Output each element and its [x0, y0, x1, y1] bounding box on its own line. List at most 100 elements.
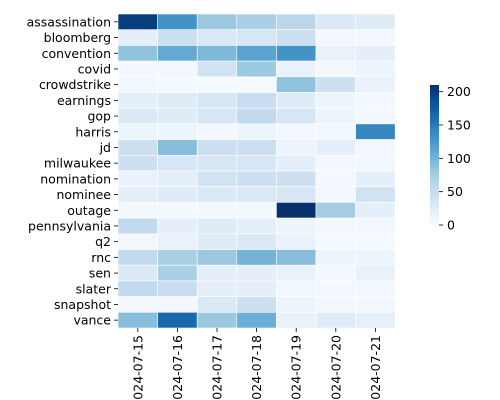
x-tick-label-2024-07-17: 2024-07-17	[210, 335, 225, 400]
heatmap-cell-milwaukee-2024-07-19	[276, 155, 317, 172]
heatmap-cell-bloomberg-2024-07-21	[355, 29, 396, 46]
heatmap-cell-assassination-2024-07-19	[276, 13, 317, 30]
heatmap-cell-nominee-2024-07-19	[276, 186, 317, 203]
heatmap-cell-outage-2024-07-20	[315, 202, 356, 219]
colorbar-tick-label-0: 0	[447, 218, 455, 233]
heatmap-cell-snapshot-2024-07-19	[276, 296, 317, 313]
y-tick-label-pennsylvania: pennsylvania	[28, 218, 111, 233]
x-tick-label-2024-07-21: 2024-07-21	[368, 335, 383, 400]
heatmap-cell-bloomberg-2024-07-18	[236, 29, 277, 46]
colorbar: 0 50 100 150 200	[430, 84, 471, 233]
heatmap-cell-gop-2024-07-15	[117, 107, 158, 125]
heatmap-cell-outage-2024-07-16	[157, 202, 198, 219]
heatmap-cell-convention-2024-07-18	[236, 45, 277, 62]
colorbar-gradient	[430, 85, 439, 225]
y-tick-label-snapshot: snapshot	[54, 297, 111, 312]
heatmap-cell-nominee-2024-07-16	[157, 186, 198, 203]
y-tick-label-gop: gop	[87, 109, 111, 124]
heatmap-cell-convention-2024-07-15	[117, 45, 158, 62]
heatmap-cell-snapshot-2024-07-18	[236, 296, 277, 313]
heatmap-cell-rnc-2024-07-15	[117, 249, 158, 266]
heatmap-cell-pennsylvania-2024-07-16	[157, 217, 198, 235]
heatmap-cell-earnings-2024-07-19	[276, 92, 317, 109]
heatmap-cell-rnc-2024-07-16	[157, 249, 198, 266]
heatmap-cell-sen-2024-07-17	[196, 264, 238, 282]
heatmap-cell-covid-2024-07-15	[117, 60, 158, 78]
heatmap-cell-crowdstrike-2024-07-21	[355, 76, 396, 93]
y-tick-label-nominee: nominee	[56, 187, 111, 202]
heatmap-cell-snapshot-2024-07-21	[355, 296, 396, 313]
heatmap-cell-crowdstrike-2024-07-15	[117, 76, 158, 93]
heatmap-cell-slater-2024-07-19	[276, 280, 317, 297]
heatmap-cell-rnc-2024-07-21	[355, 249, 396, 266]
heatmap-cells	[117, 13, 396, 329]
heatmap-cell-rnc-2024-07-20	[315, 249, 356, 266]
heatmap-cell-earnings-2024-07-20	[315, 92, 356, 109]
colorbar-tick-label-200: 200	[447, 84, 471, 99]
heatmap-cell-q2-2024-07-20	[315, 233, 356, 250]
heatmap-cell-nomination-2024-07-20	[315, 170, 356, 187]
heatmap-cell-jd-2024-07-16	[157, 139, 198, 156]
x-tick-label-2024-07-16: 2024-07-16	[170, 335, 185, 400]
heatmap-cell-slater-2024-07-17	[196, 280, 238, 297]
y-tick-label-vance: vance	[73, 313, 111, 328]
heatmap-cell-milwaukee-2024-07-18	[236, 155, 277, 172]
heatmap-cell-vance-2024-07-18	[236, 311, 277, 329]
heatmap-cell-covid-2024-07-19	[276, 60, 317, 78]
heatmap-cell-snapshot-2024-07-17	[196, 296, 238, 313]
heatmap-cell-covid-2024-07-21	[355, 60, 396, 78]
heatmap-cell-vance-2024-07-17	[196, 311, 238, 329]
x-tick-label-2024-07-20: 2024-07-20	[328, 335, 343, 400]
heatmap-cell-sen-2024-07-21	[355, 264, 396, 282]
heatmap-cell-bloomberg-2024-07-19	[276, 29, 317, 46]
heatmap-cell-nominee-2024-07-18	[236, 186, 277, 203]
heatmap-cell-convention-2024-07-17	[196, 45, 238, 62]
heatmap-cell-sen-2024-07-15	[117, 264, 158, 282]
colorbar-tick-label-50: 50	[447, 184, 463, 199]
x-tick-label-2024-07-19: 2024-07-19	[289, 335, 304, 400]
heatmap-cell-rnc-2024-07-18	[236, 249, 277, 266]
heatmap-cell-covid-2024-07-18	[236, 60, 277, 78]
heatmap-cell-assassination-2024-07-16	[157, 13, 198, 30]
heatmap-cell-harris-2024-07-17	[196, 123, 238, 140]
heatmap-cell-convention-2024-07-19	[276, 45, 317, 62]
heatmap-cell-pennsylvania-2024-07-17	[196, 217, 238, 235]
heatmap-cell-slater-2024-07-20	[315, 280, 356, 297]
heatmap-cell-vance-2024-07-19	[276, 311, 317, 329]
heatmap-cell-milwaukee-2024-07-15	[117, 155, 158, 172]
heatmap-cell-rnc-2024-07-19	[276, 249, 317, 266]
heatmap-cell-assassination-2024-07-20	[315, 13, 356, 30]
heatmap-cell-outage-2024-07-21	[355, 202, 396, 219]
heatmap-cell-pennsylvania-2024-07-21	[355, 217, 396, 235]
heatmap-cell-jd-2024-07-21	[355, 139, 396, 156]
y-tick-label-assassination: assassination	[27, 14, 111, 29]
heatmap-cell-milwaukee-2024-07-21	[355, 155, 396, 172]
heatmap-cell-slater-2024-07-18	[236, 280, 277, 297]
heatmap-cell-nominee-2024-07-17	[196, 186, 238, 203]
heatmap-cell-jd-2024-07-15	[117, 139, 158, 156]
heatmap-cell-snapshot-2024-07-16	[157, 296, 198, 313]
heatmap-cell-assassination-2024-07-17	[196, 13, 238, 30]
heatmap-cell-vance-2024-07-16	[157, 311, 198, 329]
heatmap-cell-crowdstrike-2024-07-17	[196, 76, 238, 93]
colorbar-tick-label-100: 100	[447, 151, 471, 166]
heatmap-cell-assassination-2024-07-15	[117, 13, 158, 30]
heatmap-cell-q2-2024-07-19	[276, 233, 317, 250]
heatmap-cell-crowdstrike-2024-07-19	[276, 76, 317, 93]
heatmap-cell-sen-2024-07-18	[236, 264, 277, 282]
y-tick-label-bloomberg: bloomberg	[44, 30, 111, 45]
heatmap-cell-milwaukee-2024-07-16	[157, 155, 198, 172]
heatmap-cell-milwaukee-2024-07-17	[196, 155, 238, 172]
colorbar-tick-label-150: 150	[447, 118, 471, 133]
heatmap-cell-harris-2024-07-20	[315, 123, 356, 140]
heatmap-cell-jd-2024-07-20	[315, 139, 356, 156]
y-tick-label-milwaukee: milwaukee	[44, 156, 111, 171]
heatmap-cell-milwaukee-2024-07-20	[315, 155, 356, 172]
heatmap-cell-earnings-2024-07-15	[117, 92, 158, 109]
heatmap-cell-convention-2024-07-21	[355, 45, 396, 62]
heatmap-cell-jd-2024-07-17	[196, 139, 238, 156]
heatmap-cell-rnc-2024-07-17	[196, 249, 238, 266]
heatmap-cell-vance-2024-07-15	[117, 311, 158, 329]
heatmap-cell-harris-2024-07-15	[117, 123, 158, 140]
